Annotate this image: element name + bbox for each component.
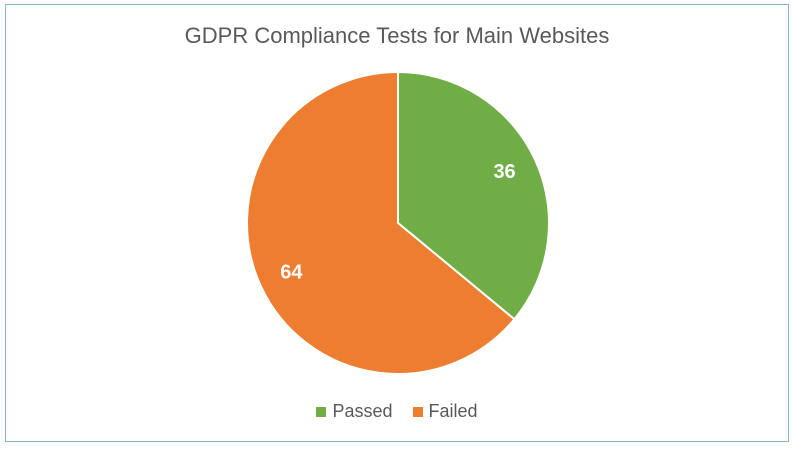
legend: Passed Failed (6, 401, 788, 422)
legend-swatch-passed (316, 406, 327, 417)
chart-title: GDPR Compliance Tests for Main Websites (184, 23, 610, 48)
legend-item-failed: Failed (412, 401, 478, 422)
legend-swatch-failed (412, 406, 423, 417)
pie-slice-passed (397, 70, 550, 321)
legend-item-passed: Passed (316, 401, 393, 422)
pie-slice-failed (246, 70, 516, 375)
pie-chart: 36 64 (246, 70, 550, 375)
legend-label-passed: Passed (332, 401, 393, 421)
legend-label-failed: Failed (428, 401, 478, 421)
data-label-failed: 64 (280, 261, 303, 283)
chart-area: GDPR Compliance Tests for Main Websites … (5, 4, 789, 442)
data-label-passed: 36 (493, 161, 515, 183)
